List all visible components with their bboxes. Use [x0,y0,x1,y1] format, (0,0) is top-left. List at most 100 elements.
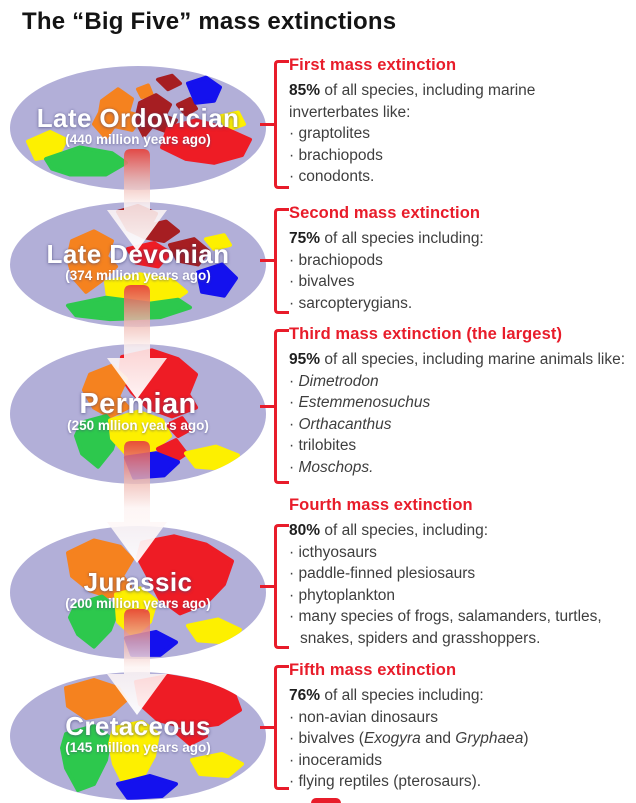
section-third-extinction: Third mass extinction (the largest) 95% … [260,324,627,492]
bullet-text: inoceramids [298,751,383,769]
bullet-list: · icthyosaurs · paddle-finned plesiosaurs… [289,542,627,650]
bullet-text: flying reptiles (pterosaurs). [298,773,482,790]
bullet-marker: · [289,394,299,411]
bullet-item: · inoceramids [289,750,627,772]
bullet-text: Exogyra [363,730,421,747]
bullet-text: brachiopods [298,251,383,269]
bullet-marker: · [289,372,299,390]
bullet-marker: · [289,565,299,582]
percent-value: 75% [289,230,321,247]
section-heading: Fourth mass extinction [289,496,473,514]
section-intro: 75% of all species including: [289,228,627,250]
percent-value: 76% [289,687,321,704]
section-first-extinction: First mass extinction 85% of all species… [260,55,627,197]
bullet-text: non-avian dinosaurs [298,708,439,726]
bullet-marker: · [289,146,299,164]
bullet-marker: · [289,608,299,625]
bullet-text: sarcopterygians. [298,294,413,312]
globe-late-ordovician: Late Ordovician (440 million years ago) [10,66,266,190]
bullet-text: Orthacanthus [298,415,392,433]
bullet-marker: · [289,708,299,726]
bullet-item: · brachiopods [289,250,627,272]
page-title: The “Big Five” mass extinctions [22,8,397,35]
bullet-item: · brachiopods [289,145,627,167]
bullet-marker: · [289,751,299,769]
bullet-text: icthyosaurs [298,543,377,561]
section-heading: Third mass extinction (the largest) [289,325,563,343]
section-fifth-extinction: Fifth mass extinction 76% of all species… [260,660,627,798]
bullet-item: · many species of frogs, salamanders, tu… [289,606,627,649]
section-heading: First mass extinction [289,56,457,74]
globe-late-devonian: Late Devonian (374 million years ago) [10,202,266,327]
bullet-text: bivalves ( [298,730,364,747]
bullet-item: · paddle-finned plesiosaurs [289,563,627,585]
intro-text: of all species, including: [324,522,489,539]
bullet-marker: · [289,251,299,269]
bullet-item: · icthyosaurs [289,542,627,564]
bullet-text: trilobites [298,437,357,454]
section-fourth-extinction: Fourth mass extinction 80% of all specie… [260,495,627,657]
bullet-list: · brachiopods · bivalves · sarcopterygians… [289,250,627,315]
bullet-item: · Moschops. [289,457,627,479]
intro-text: of all species, including marine inverte… [289,82,536,121]
bullet-text: bivalves [298,273,355,290]
bullet-text: Dimetrodon [298,372,379,390]
paleo-map-ordovician-icon [10,66,266,190]
bullet-text: paddle-finned plesiosaurs [298,565,476,582]
section-heading: Second mass extinction [289,204,481,222]
bracket-icon [260,665,289,790]
intro-text: of all species including: [324,230,484,247]
bullet-list: · non-avian dinosaurs · bivalves (Exogyra… [289,707,627,793]
bullet-marker: · [289,543,299,561]
bracket-icon [260,329,289,484]
paleo-map-cretaceous-icon [10,672,266,800]
percent-value: 80% [289,522,321,539]
bracket-icon [260,524,289,649]
bullet-item: · non-avian dinosaurs [289,707,627,729]
bullet-text: and [420,730,456,747]
bullet-marker: · [289,125,299,142]
section-heading: Fifth mass extinction [289,661,457,679]
section-intro: 85% of all species, including marine inv… [289,80,627,123]
bullet-item: · flying reptiles (pterosaurs). [289,771,627,793]
bullet-text: Estemmenosuchus [298,394,431,411]
bullet-marker: · [289,273,299,290]
intro-text: of all species, including marine animals… [324,351,626,368]
bullet-list: · graptolites · brachiopods · conodonts. [289,123,627,188]
paleo-map-permian-icon [10,344,266,484]
bullet-marker: · [289,294,299,312]
bullet-marker: · [289,168,299,185]
bullet-item: · trilobites [289,435,627,457]
bullet-marker: · [289,586,299,604]
bullet-text: Gryphaea [455,730,524,747]
bullet-marker: · [289,437,299,454]
bullet-marker: · [289,773,299,790]
bullet-item: · conodonts. [289,166,627,188]
bullet-text: graptolites [298,125,370,142]
bullet-item: · bivalves (Exogyra and Gryphaea) [289,728,627,750]
cropped-red-element [311,798,341,803]
bullet-item: · sarcopterygians. [289,293,627,315]
bullet-marker: · [289,458,299,476]
bullet-marker: · [289,730,299,747]
globe-jurassic: Jurassic (200 million years ago) [10,526,266,659]
bullet-item: · bivalves [289,271,627,293]
bullet-item: · Orthacanthus [289,414,627,436]
paleo-map-devonian-icon [10,202,266,327]
section-intro: 95% of all species, including marine ani… [289,349,627,371]
percent-value: 95% [289,351,321,368]
intro-text: of all species including: [324,687,484,704]
bullet-item: · phytoplankton [289,585,627,607]
bullet-text: conodonts. [298,168,375,185]
bullet-list: · Dimetrodon · Estemmenosuchus · Orthacant… [289,371,627,479]
bracket-icon [260,208,289,314]
bullet-text: ) [523,730,529,747]
paleo-map-jurassic-icon [10,526,266,659]
bullet-item: · Estemmenosuchus [289,392,627,414]
percent-value: 85% [289,82,321,99]
globe-cretaceous: Cretaceous (145 million years ago) [10,672,266,800]
bracket-icon [260,60,289,189]
globe-permian: Permian (250 mllion years ago) [10,344,266,484]
bullet-marker: · [289,415,299,433]
